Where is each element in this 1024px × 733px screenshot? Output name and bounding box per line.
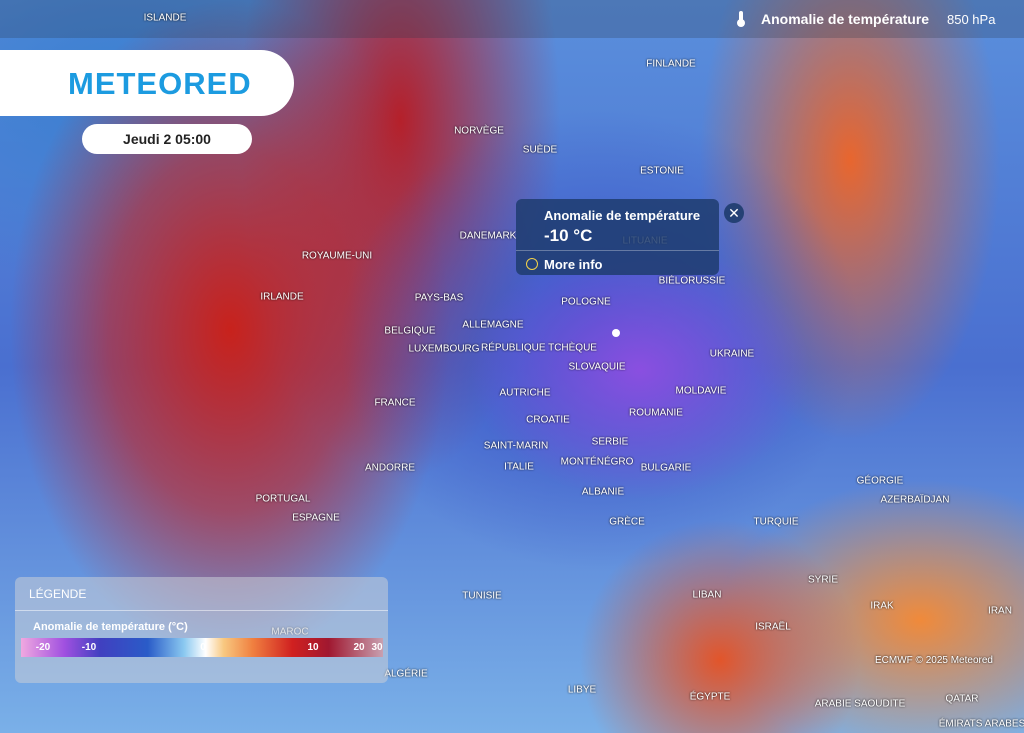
country-label: BIÉLORUSSIE — [658, 275, 726, 287]
country-label: QATAR — [945, 693, 979, 705]
country-label: CROATIE — [526, 414, 570, 426]
legend-tick: 30 — [371, 642, 383, 653]
legend-title: Anomalie de température (°C) — [33, 621, 188, 633]
country-label: ÉMIRATS ARABES — [938, 718, 1024, 730]
country-label: TUNISIE — [462, 590, 502, 602]
country-label: MOLDAVIE — [675, 385, 727, 397]
country-label: PORTUGAL — [255, 493, 311, 505]
country-label: AUTRICHE — [499, 387, 551, 399]
legend-heading: LÉGENDE — [29, 587, 87, 601]
country-label: ROYAUME-UNI — [301, 250, 373, 262]
close-button[interactable]: ✕ — [724, 203, 744, 223]
country-label: RÉPUBLIQUE TCHÈQUE — [481, 342, 597, 354]
country-label: ISRAËL — [755, 621, 791, 633]
country-label: ALBANIE — [581, 486, 625, 498]
country-label: ESPAGNE — [292, 512, 340, 524]
country-label: SAINT-MARIN — [483, 440, 549, 452]
legend-tick: 0 — [200, 642, 206, 653]
more-info-link[interactable]: More info — [544, 257, 603, 272]
legend-tick: 10 — [307, 642, 319, 653]
location-marker — [612, 329, 620, 337]
country-label: ITALIE — [504, 461, 534, 473]
country-label: AZERBAÏDJAN — [880, 494, 950, 506]
country-label: ESTONIE — [640, 165, 684, 177]
country-label: PAYS-BAS — [414, 292, 464, 304]
country-label: SUÈDE — [522, 144, 558, 156]
country-label: UKRAINE — [709, 348, 755, 360]
country-label: IRAK — [870, 600, 894, 612]
legend-tick: -20 — [35, 642, 51, 653]
country-label: ROUMANIE — [629, 407, 683, 419]
thermometer-icon — [737, 11, 745, 27]
country-label: ALGÉRIE — [384, 668, 428, 680]
country-label: ÉGYPTE — [689, 691, 731, 703]
legend-tick: -10 — [81, 642, 97, 653]
logo-box[interactable]: METEORED — [0, 50, 294, 116]
layer-title: Anomalie de température — [761, 11, 930, 27]
country-label: NORVÈGE — [454, 125, 504, 137]
country-label: SERBIE — [591, 436, 629, 448]
legend-tick: 20 — [353, 642, 365, 653]
country-label: POLOGNE — [561, 296, 611, 308]
country-label: DANEMARK — [459, 230, 517, 242]
country-label: GÉORGIE — [856, 475, 904, 487]
country-label: BELGIQUE — [384, 325, 436, 337]
popup-title: Anomalie de température — [544, 208, 701, 223]
logo: METEORED — [68, 66, 252, 101]
country-label: GRÈCE — [609, 516, 645, 528]
country-label: FINLANDE — [646, 58, 696, 70]
popup-value: -10 °C — [544, 226, 593, 245]
country-label: FRANCE — [374, 397, 416, 409]
country-label: LIBYE — [567, 684, 597, 696]
country-label: ISLANDE — [143, 12, 187, 24]
country-label: IRAN — [988, 605, 1012, 617]
country-label: LUXEMBOURG — [408, 343, 480, 355]
top-bar: Anomalie de température 850 hPa — [0, 0, 1024, 38]
country-label: ANDORRE — [364, 462, 416, 474]
country-label: IRLANDE — [260, 291, 304, 303]
pressure-level[interactable]: 850 hPa — [947, 12, 996, 27]
country-label: LIBAN — [692, 589, 722, 601]
country-label: ALLEMAGNE — [462, 319, 524, 331]
country-label: TURQUIE — [753, 516, 799, 528]
credit: ECMWF © 2025 Meteored — [875, 655, 993, 666]
popup: Anomalie de température -10 °C More info — [516, 199, 719, 275]
country-label: SYRIE — [807, 574, 839, 586]
country-label: MONTÉNÉGRO — [560, 456, 634, 468]
legend: LÉGENDE Anomalie de température (°C) -20… — [15, 577, 388, 683]
date[interactable]: Jeudi 2 05:00 — [82, 124, 252, 154]
country-label: ARABIE SAOUDITE — [814, 698, 906, 710]
country-label: SLOVAQUIE — [568, 361, 626, 373]
legend-scale — [21, 638, 383, 657]
country-label: BULGARIE — [640, 462, 692, 474]
